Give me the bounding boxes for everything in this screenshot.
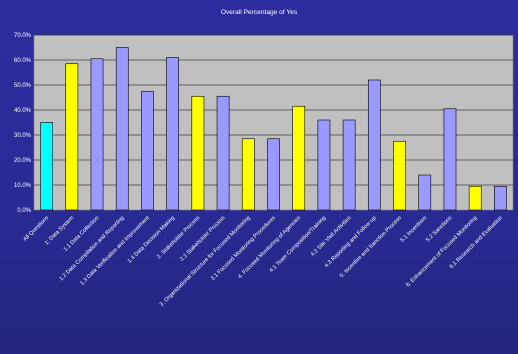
bar <box>192 96 204 210</box>
bar <box>494 186 506 210</box>
x-tick-label: 5.1 Incentives <box>400 215 429 244</box>
bar <box>242 139 254 210</box>
x-tick-label: 4.3 Reporting and Follow-up <box>324 215 378 269</box>
y-tick-label: 60.0% <box>14 58 32 64</box>
y-tick-label: 10.0% <box>14 183 32 189</box>
bar <box>368 80 380 210</box>
bar <box>469 186 481 210</box>
bar <box>318 120 330 210</box>
x-tick-label: All Questions <box>22 215 50 243</box>
x-tick-label: 1.4 Data Decision Making <box>127 215 176 264</box>
bar <box>141 91 153 210</box>
bar <box>66 64 78 210</box>
bar <box>217 96 229 210</box>
y-axis-tick-labels: 0.0% 10.0% 20.0% 30.0% 40.0% 50.0% 60.0% 70.0% <box>14 33 32 214</box>
chart-title: Overall Percentage of Yes <box>221 9 298 16</box>
y-tick-label: 50.0% <box>14 83 32 89</box>
bar <box>293 106 305 210</box>
y-tick-label: 30.0% <box>14 133 32 139</box>
bar <box>343 120 355 210</box>
bar <box>444 109 456 210</box>
x-tick-label: 3. Organizational Structure for Focused … <box>159 215 252 308</box>
x-tick-label: 2. Stakeholder Process <box>156 215 201 260</box>
y-tick-label: 40.0% <box>14 108 32 114</box>
bar <box>267 139 279 210</box>
y-tick-label: 20.0% <box>14 158 32 164</box>
bar <box>419 175 431 210</box>
x-tick-label: 6.1 Research and Evaluation <box>449 215 504 270</box>
x-tick-label: 2.1 Stakeholder Process <box>179 215 226 262</box>
bar <box>41 123 53 211</box>
bar <box>167 58 179 211</box>
bar <box>394 141 406 210</box>
bar <box>91 59 103 210</box>
bar <box>116 48 128 211</box>
y-tick-label: 70.0% <box>14 33 32 39</box>
y-tick-label: 0.0% <box>17 208 31 214</box>
